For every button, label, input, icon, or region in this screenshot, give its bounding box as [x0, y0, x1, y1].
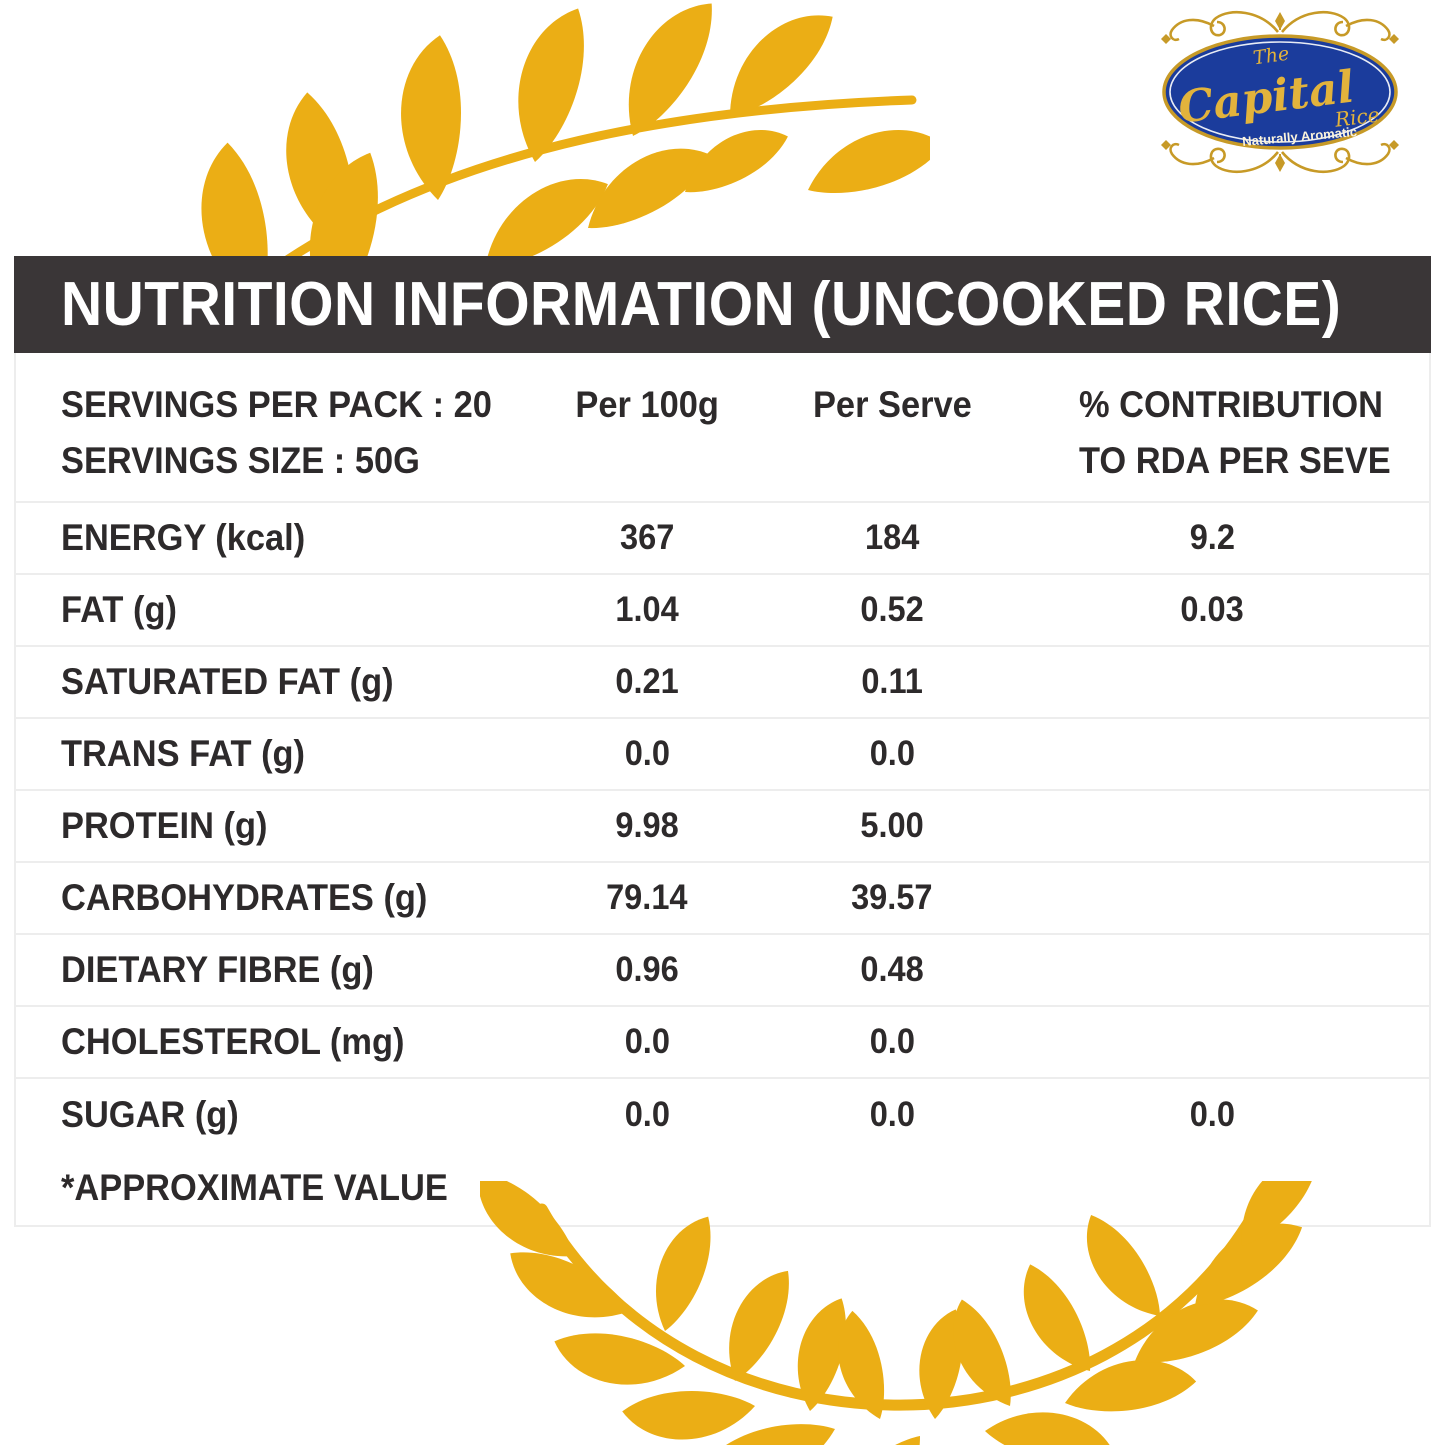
footnote-row: *APPROXIMATE VALUE: [16, 1151, 1429, 1225]
value-per-serve: 0.52: [860, 590, 924, 629]
logo-ellipse: [1162, 34, 1398, 150]
brand-logo: The Capital Rice Naturally Aromatic: [1159, 10, 1401, 174]
row-label: TRANS FAT (g): [61, 733, 306, 774]
value-per-100g: 79.14: [606, 878, 688, 917]
value-per-100g: 0.0: [624, 1095, 670, 1134]
table-row: CHOLESTEROL (mg) 0.0 0.0: [16, 1007, 1429, 1079]
value-per-100g: 367: [619, 518, 675, 557]
value-rda: 0.03: [1180, 590, 1244, 629]
value-per-serve: 0.0: [869, 734, 915, 773]
col-header-rda-line1: % CONTRIBUTION: [1079, 384, 1383, 425]
value-per-serve: 0.48: [860, 950, 924, 989]
table-row: SUGAR (g) 0.0 0.0 0.0: [16, 1079, 1429, 1151]
wheat-stalk-decoration: [194, 0, 930, 268]
table-row: TRANS FAT (g) 0.0 0.0: [16, 719, 1429, 791]
row-label: SUGAR (g): [61, 1094, 239, 1135]
value-per-100g: 1.04: [615, 590, 679, 629]
approximate-value-note: *APPROXIMATE VALUE: [61, 1167, 448, 1208]
value-rda: 0.0: [1189, 1095, 1235, 1134]
nutrition-title-bar: NUTRITION INFORMATION (UNCOOKED RICE): [14, 256, 1431, 353]
value-rda: 9.2: [1189, 518, 1235, 557]
table-row: SATURATED FAT (g) 0.21 0.11: [16, 647, 1429, 719]
servings-per-pack: SERVINGS PER PACK : 20: [61, 384, 492, 425]
servings-size: SERVINGS SIZE : 50G: [61, 439, 420, 481]
value-per-100g: 0.96: [615, 950, 679, 989]
value-per-serve: 0.11: [861, 662, 923, 701]
value-per-serve: 5.00: [860, 806, 924, 845]
servings-header-row: SERVINGS PER PACK : 20 SERVINGS SIZE : 5…: [16, 353, 1429, 503]
col-header-rda: % CONTRIBUTION TO RDA PER SEVE: [1011, 377, 1413, 488]
logo-the: The: [1252, 43, 1291, 70]
table-row: ENERGY (kcal) 367 184 9.2: [16, 503, 1429, 575]
value-per-100g: 0.0: [624, 734, 670, 773]
logo-rice: Rice: [1333, 102, 1381, 131]
wheat-stem: [267, 95, 917, 268]
col-header-per-serve: Per Serve: [812, 384, 972, 425]
table-row: DIETARY FIBRE (g) 0.96 0.48: [16, 935, 1429, 1007]
col-header-rda-line2: TO RDA PER SEVE: [1079, 439, 1391, 481]
row-label: PROTEIN (g): [61, 805, 268, 846]
value-per-100g: 0.21: [615, 662, 679, 701]
row-label: FAT (g): [61, 589, 177, 630]
row-label: SATURATED FAT (g): [61, 661, 394, 702]
table-row: PROTEIN (g) 9.98 5.00: [16, 791, 1429, 863]
value-per-serve: 184: [864, 518, 920, 557]
table-row: FAT (g) 1.04 0.52 0.03: [16, 575, 1429, 647]
servings-info: SERVINGS PER PACK : 20 SERVINGS SIZE : 5…: [16, 377, 521, 488]
col-header-per-100g: Per 100g: [575, 384, 719, 425]
table-row: CARBOHYDRATES (g) 79.14 39.57: [16, 863, 1429, 935]
value-per-100g: 0.0: [624, 1022, 670, 1061]
nutrition-title: NUTRITION INFORMATION (UNCOOKED RICE): [61, 270, 1342, 339]
row-label: CHOLESTEROL (mg): [61, 1021, 405, 1062]
table-rows: ENERGY (kcal) 367 184 9.2 FAT (g) 1.04 0…: [16, 503, 1429, 1151]
value-per-serve: 0.0: [869, 1022, 915, 1061]
row-label: ENERGY (kcal): [61, 517, 306, 558]
value-per-serve: 0.0: [869, 1095, 915, 1134]
value-per-100g: 9.98: [615, 806, 679, 845]
nutrition-table: SERVINGS PER PACK : 20 SERVINGS SIZE : 5…: [14, 353, 1431, 1227]
value-per-serve: 39.57: [851, 878, 933, 917]
row-label: CARBOHYDRATES (g): [61, 877, 428, 918]
row-label: DIETARY FIBRE (g): [61, 949, 374, 990]
wreath-stem: [536, 1200, 1264, 1411]
